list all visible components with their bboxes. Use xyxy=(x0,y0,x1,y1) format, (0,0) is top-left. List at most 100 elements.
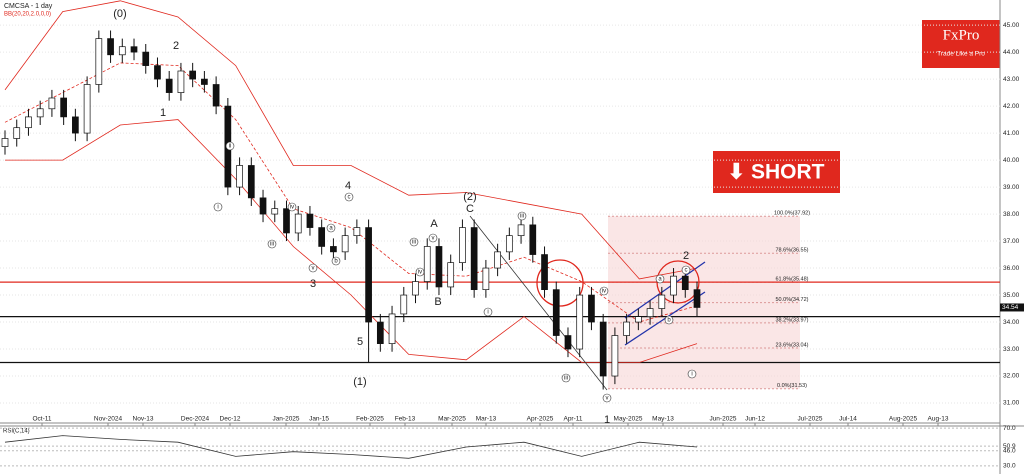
x-tick-label: Jan-2025 xyxy=(272,416,299,423)
wave-label: C xyxy=(466,203,474,215)
x-tick-label: Mar-13 xyxy=(476,416,497,423)
subwave-label: c xyxy=(348,195,351,201)
fib-label: 61.8%(35.48) xyxy=(775,277,808,283)
subwave-label: i xyxy=(217,205,218,211)
y-tick-label: 43.00 xyxy=(1003,76,1020,83)
candle-body xyxy=(400,294,408,315)
y-tick-label: 36.00 xyxy=(1003,265,1020,272)
subwave-label: c xyxy=(685,268,688,274)
y-tick-label: 39.00 xyxy=(1003,184,1020,191)
fib-label: 0.0%(31.53) xyxy=(777,383,807,389)
candle-body xyxy=(646,308,654,317)
x-tick-label: Dec-12 xyxy=(220,416,241,423)
y-tick-label: 45.00 xyxy=(1003,22,1020,29)
rsi-tick-label: 30.0 xyxy=(1003,463,1016,470)
subwave-label: a xyxy=(658,277,662,283)
candle-body xyxy=(330,246,337,253)
subwave-circle xyxy=(428,233,438,243)
x-tick-label: Jun-2025 xyxy=(709,416,736,423)
y-tick-label: 40.00 xyxy=(1003,157,1020,164)
fib-label: 100.0%(37.92) xyxy=(774,211,810,217)
subwave-label: b xyxy=(667,318,671,324)
subwave-label: iv xyxy=(602,289,606,295)
subwave-label: v xyxy=(432,236,435,242)
candle-body xyxy=(658,294,666,309)
signal: ⬇ SHORT xyxy=(728,161,825,184)
candle-body xyxy=(341,235,349,253)
candle-body xyxy=(505,235,513,253)
candle-body xyxy=(435,246,443,288)
subwave-label: a xyxy=(329,226,333,232)
subwave-label: iii xyxy=(412,240,416,246)
y-tick-label: 32.00 xyxy=(1003,373,1020,380)
subwave-label: iii xyxy=(270,242,274,248)
wave-label: 1 xyxy=(604,414,610,426)
rsi-tick-label: 70.0 xyxy=(1003,425,1016,432)
x-tick-label: Nov-13 xyxy=(133,416,154,423)
candle-body xyxy=(83,84,91,134)
logo-box xyxy=(922,20,1000,68)
candle-body xyxy=(107,38,114,56)
candle-body xyxy=(72,116,79,134)
x-tick-label: May-13 xyxy=(652,416,674,423)
candle-body xyxy=(36,108,44,118)
highlight-circle xyxy=(536,259,584,307)
candle-body xyxy=(541,254,548,290)
candle-body xyxy=(294,213,302,234)
y-tick-label: 34.00 xyxy=(1003,319,1020,326)
candle-body xyxy=(283,208,290,234)
subwave-label: iii xyxy=(564,376,568,382)
rsi-line xyxy=(4,435,698,459)
candle-body xyxy=(212,84,220,107)
fib-label: 50.0%(34.72) xyxy=(775,297,808,303)
subwave-circle xyxy=(225,141,235,151)
wave-label: 1 xyxy=(160,107,166,119)
subwave-label: iv xyxy=(290,205,294,211)
x-tick-label: Jun-12 xyxy=(745,416,765,423)
candle-body xyxy=(388,313,396,344)
fib-label: 38.2%(33.97) xyxy=(775,317,808,323)
candle-body xyxy=(588,294,595,323)
x-tick-label: Jul-14 xyxy=(839,416,857,423)
subwave-circle xyxy=(517,211,527,221)
candle-body xyxy=(189,70,197,80)
candle-body xyxy=(142,51,150,66)
candle-body xyxy=(25,116,32,129)
subwave-label: i xyxy=(691,372,692,378)
x-tick-label: Aug-2025 xyxy=(889,416,918,423)
wave-label: 2 xyxy=(683,250,689,262)
wave-label: 3 xyxy=(310,278,316,290)
x-tick-label: Nov-2024 xyxy=(94,416,123,423)
subwave-circle xyxy=(331,256,341,266)
y-tick-label: 31.00 xyxy=(1003,400,1020,407)
y-tick-label: 33.00 xyxy=(1003,346,1020,353)
candle-body xyxy=(376,321,384,344)
candle-body xyxy=(48,97,56,110)
candle-body xyxy=(130,46,138,53)
subwave-circle xyxy=(599,286,609,296)
fib-label: 23.6%(33.04) xyxy=(775,342,808,348)
subwave-label: i xyxy=(487,310,488,316)
x-tick-label: May-2025 xyxy=(614,416,643,423)
wave-line xyxy=(469,215,608,391)
candle-body xyxy=(306,213,314,228)
y-tick-label: 37.00 xyxy=(1003,238,1020,245)
indicator-label: BB(20,20,2.0,0,0) xyxy=(4,12,51,18)
candle-body xyxy=(517,224,525,237)
candle-body xyxy=(623,321,630,336)
candle-body xyxy=(271,208,279,215)
subwave-circle xyxy=(664,315,674,325)
subwave-circle xyxy=(415,267,425,277)
candle-body xyxy=(236,165,243,188)
bollinger-upper xyxy=(4,0,698,280)
x-tick-label: Jan-15 xyxy=(309,416,329,423)
candle-body xyxy=(447,262,455,288)
candle-body xyxy=(412,281,419,296)
rsi-tick-label: 50.9 xyxy=(1003,443,1016,450)
candle-body xyxy=(494,251,501,269)
candle-body xyxy=(201,78,208,85)
subwave-label: iii xyxy=(520,214,524,220)
candle-body xyxy=(177,70,185,93)
wave-label: (2) xyxy=(463,191,476,203)
